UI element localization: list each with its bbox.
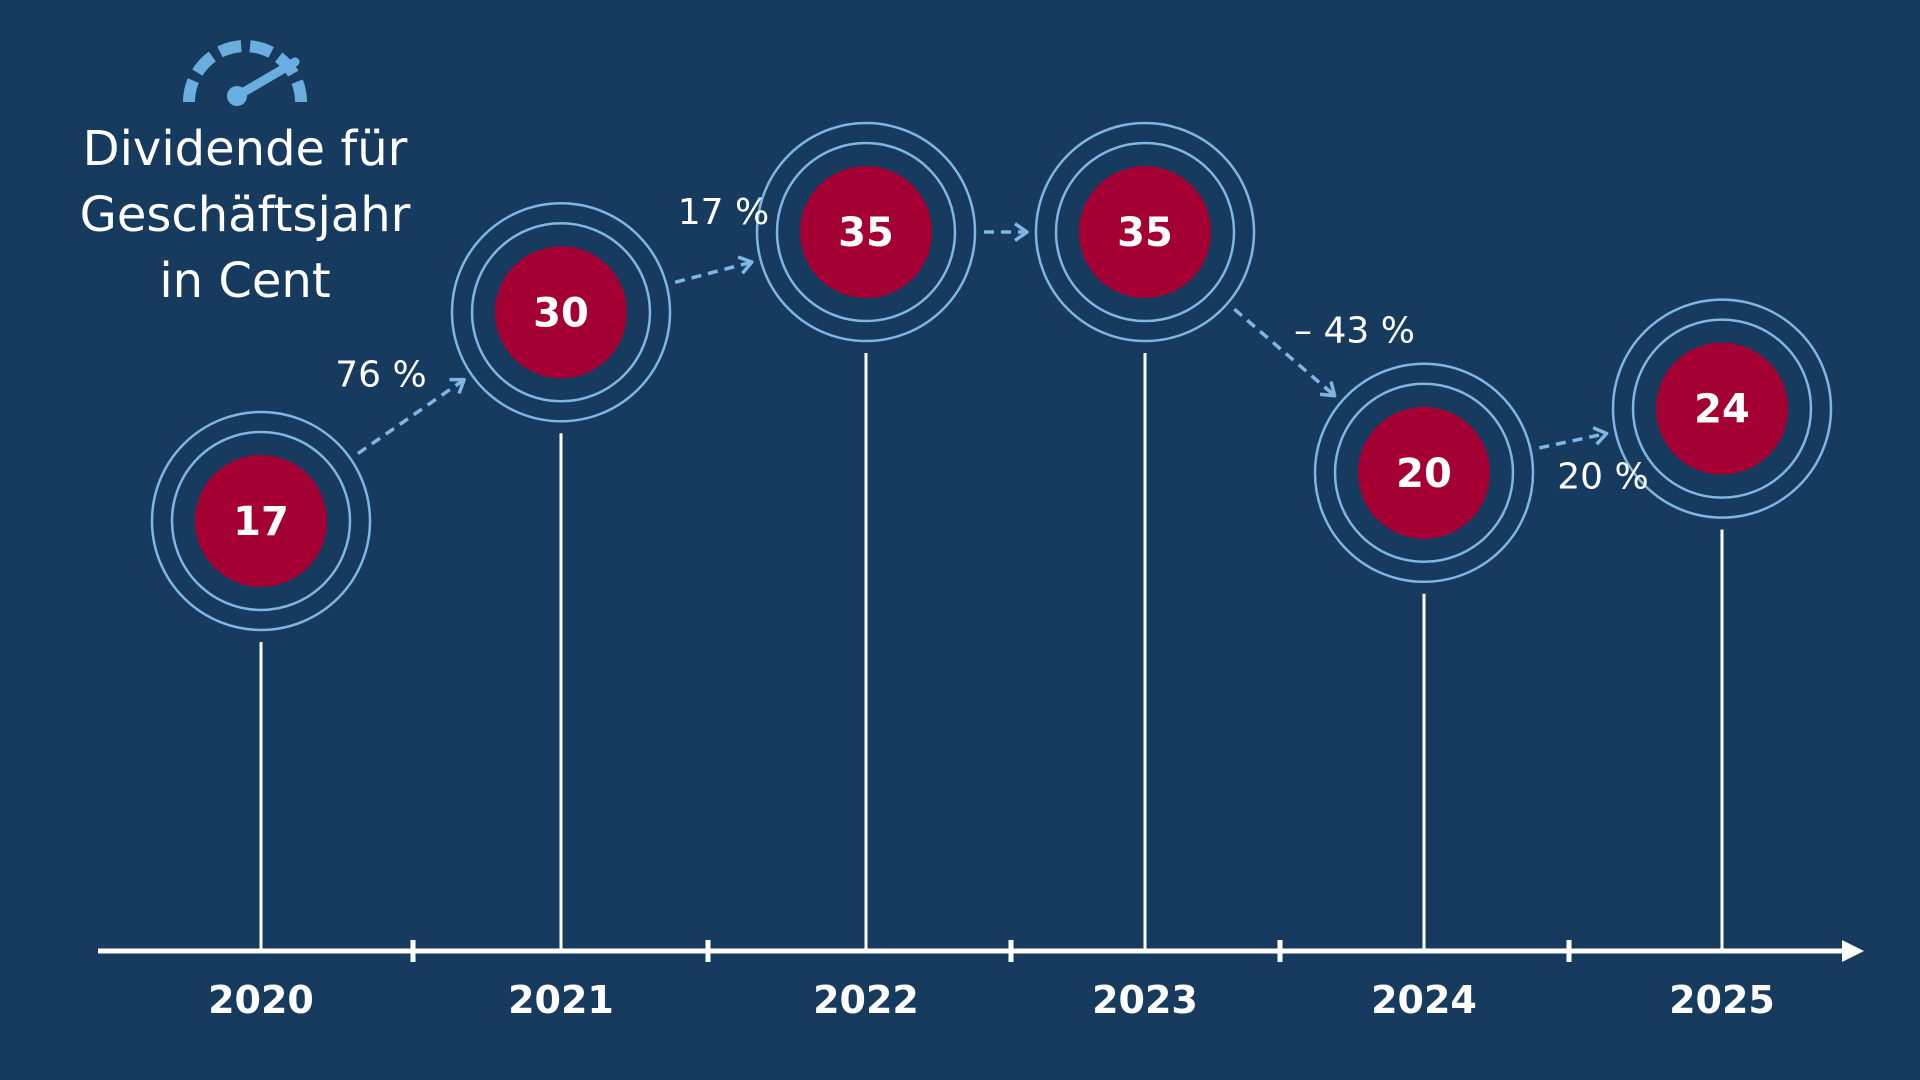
value-bubble <box>1656 342 1788 475</box>
value-label: 30 <box>533 290 589 336</box>
outer-ring <box>755 121 977 343</box>
value-bubble <box>800 166 932 299</box>
change-label: 20 % <box>1557 457 1648 498</box>
inner-ring <box>1054 141 1236 323</box>
change-arrowhead <box>449 377 466 395</box>
value-label: 17 <box>233 499 289 545</box>
year-label: 2024 <box>1371 978 1477 1022</box>
value-label: 24 <box>1694 387 1750 433</box>
inner-ring <box>1333 382 1515 564</box>
change-label: 76 % <box>335 355 426 396</box>
change-arrow <box>674 260 753 284</box>
change-label: 17 % <box>678 192 769 233</box>
inner-ring <box>470 222 652 403</box>
outer-ring <box>150 410 372 632</box>
chart-title-line-1: Dividende für <box>82 121 408 177</box>
value-bubble <box>1358 406 1490 539</box>
change-arrow <box>356 378 466 456</box>
inner-ring <box>170 430 352 612</box>
value-bubble <box>1079 166 1211 299</box>
year-label: 2020 <box>208 978 314 1022</box>
change-arrowhead <box>1013 222 1029 242</box>
value-bubble <box>495 246 627 379</box>
inner-ring <box>775 141 957 323</box>
value-label: 35 <box>1117 210 1173 256</box>
value-bubble <box>195 454 327 587</box>
x-axis-arrowhead <box>1842 940 1864 962</box>
outer-ring <box>1034 121 1256 343</box>
outer-ring <box>450 202 672 423</box>
change-arrowhead <box>737 255 754 275</box>
year-label: 2022 <box>813 978 919 1022</box>
change-arrowhead <box>1319 381 1337 398</box>
change-arrowhead <box>1592 426 1609 446</box>
speedometer-icon <box>183 40 307 106</box>
title-block: Dividende für Geschäftsjahr in Cent <box>40 30 450 314</box>
inner-ring <box>1631 318 1813 499</box>
value-label: 35 <box>838 210 894 256</box>
year-label: 2025 <box>1669 978 1775 1022</box>
chart-title-line-3: in Cent <box>159 253 331 309</box>
chart-title-line-2: Geschäftsjahr <box>79 187 411 243</box>
change-arrow <box>1538 431 1608 450</box>
change-label: – 43 % <box>1294 310 1415 351</box>
outer-ring <box>1313 362 1535 584</box>
year-label: 2023 <box>1092 978 1198 1022</box>
year-label: 2021 <box>508 978 614 1022</box>
outer-ring <box>1611 298 1833 519</box>
value-label: 20 <box>1396 451 1452 497</box>
change-arrow <box>1233 307 1336 398</box>
